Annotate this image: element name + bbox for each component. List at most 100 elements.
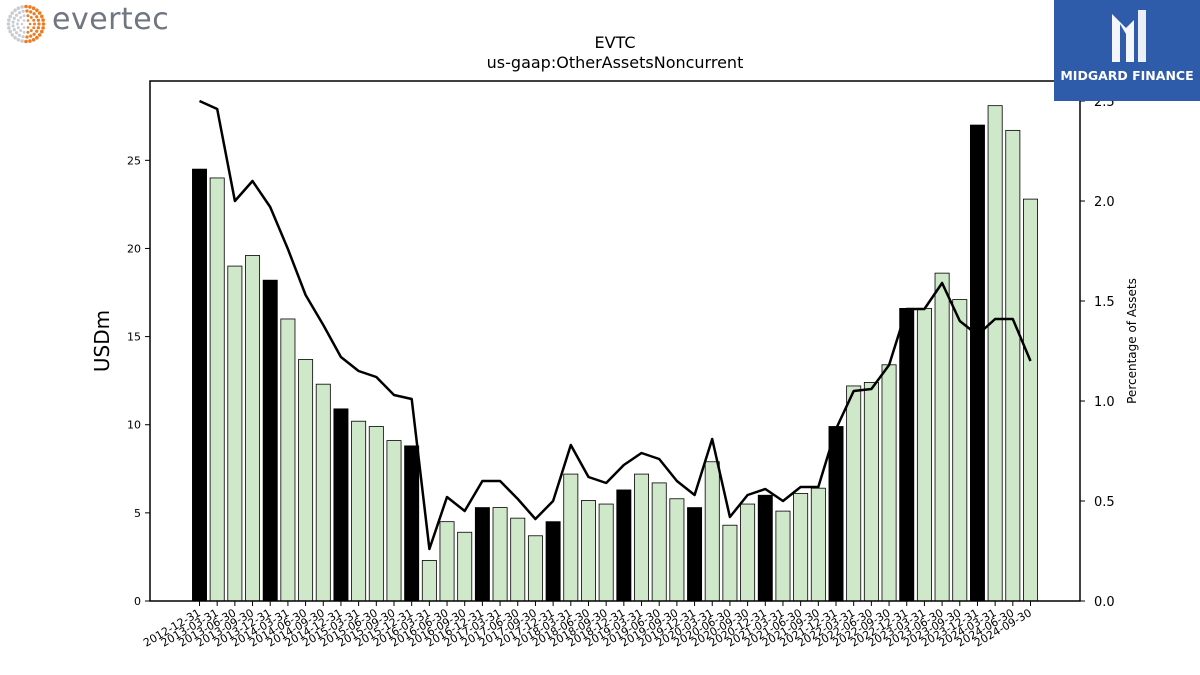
logo-dot (32, 12, 36, 16)
logo-dot (24, 4, 28, 9)
logo-dot (10, 33, 15, 37)
bar-2012-12-31 (192, 168, 207, 602)
logo-dot (12, 27, 16, 32)
logo-dot (6, 22, 11, 26)
bar-2024-03-31 (987, 105, 1003, 602)
bar-2018-03-31 (563, 473, 579, 602)
logo-dot (8, 14, 12, 19)
logo-dot (13, 8, 17, 13)
logo-dot (35, 29, 39, 33)
logo-dot (25, 9, 29, 13)
logo-dot (16, 26, 20, 30)
logo-dot (29, 34, 33, 38)
bar-2013-12-31 (262, 279, 278, 602)
bar-2017-12-31 (545, 521, 561, 602)
bar-2021-09-30 (810, 487, 826, 602)
bar-2014-03-31 (280, 318, 296, 602)
bar-2015-06-30 (368, 426, 384, 602)
bar-2020-12-31 (757, 494, 773, 602)
bar-2024-09-30 (1023, 198, 1038, 602)
bar-2015-09-30 (386, 440, 402, 602)
bar-2023-03-31 (916, 307, 932, 602)
logo-dot (11, 20, 15, 24)
logo-dot (16, 38, 21, 42)
logo-dot (13, 35, 17, 40)
bar-2013-06-30 (227, 265, 243, 602)
bar-2016-09-30 (457, 531, 473, 602)
bar-2014-06-30 (298, 359, 314, 602)
bar-2014-09-30 (315, 383, 331, 602)
y2-axis-label: Percentage of Assets (1125, 278, 1139, 404)
logo-dot (28, 5, 32, 9)
bar-2022-03-31 (846, 385, 862, 602)
logo-dot (7, 26, 11, 30)
logo-dot (35, 8, 39, 13)
bar-2019-03-31 (634, 473, 649, 602)
logo-dot (41, 18, 45, 22)
logo-dot (26, 19, 30, 22)
bar-2014-12-31 (333, 408, 349, 602)
logo-dot (14, 13, 19, 17)
logo-dot (20, 5, 24, 9)
logo-dot (41, 26, 45, 30)
y2-tick-label: 1.0 (1094, 395, 1115, 410)
logo-dot (41, 22, 46, 26)
midgard-finance-text: MIDGARD FINANCE (1060, 68, 1194, 83)
logo-dot (22, 30, 26, 34)
bar-2016-12-31 (474, 507, 490, 602)
bar-2019-12-31 (687, 507, 703, 602)
logo-dot (12, 16, 16, 21)
logo-dot (25, 35, 29, 39)
logo-dot (11, 24, 15, 28)
y2-tick-label: 0.5 (1094, 495, 1115, 510)
logo-dot (37, 22, 41, 26)
logo-dot (16, 22, 19, 26)
chart-title: EVTC (594, 33, 635, 52)
logo-dot (31, 38, 36, 42)
logo-dot (26, 26, 30, 29)
logo-dot (32, 32, 36, 36)
y2-tick-label: 2.0 (1094, 195, 1115, 210)
y-tick-label: 5 (134, 507, 141, 520)
bar-2013-03-31 (209, 177, 225, 602)
y-tick-label: 25 (127, 154, 141, 167)
logo-dot (29, 10, 33, 14)
bar-2013-09-30 (245, 255, 261, 602)
bar-2021-12-31 (828, 426, 844, 602)
y2-tick-label: 1.5 (1094, 295, 1115, 310)
y-tick-label: 15 (127, 331, 141, 344)
plot-frame (149, 80, 1081, 602)
logo-dot (7, 18, 11, 22)
logo-dot (35, 15, 39, 19)
logo-dot (26, 14, 30, 18)
logo-dot (17, 11, 22, 15)
logo-dot (36, 26, 41, 30)
logo-dot (36, 18, 41, 22)
logo-dot (19, 29, 23, 33)
bar-2021-03-31 (775, 510, 791, 602)
evertec-logo: evertec (4, 2, 194, 44)
bar-2019-09-30 (669, 498, 685, 602)
chart-subtitle: us-gaap:OtherAssetsNoncurrent (487, 53, 744, 72)
logo-dot (17, 33, 22, 37)
logo-dot (37, 33, 42, 37)
midgard-finance-logo: MIDGARD FINANCE (1054, 0, 1200, 101)
bar-2021-06-30 (793, 493, 809, 602)
logo-dot (21, 35, 25, 39)
logo-dot (24, 39, 28, 44)
logo-dot (29, 29, 33, 33)
bar-2020-06-30 (722, 524, 738, 602)
logo-dot (35, 35, 39, 40)
percentage-line (198, 99, 1032, 551)
left-axis: 0 5 10 15 20 25 (127, 154, 150, 608)
bar-2024-06-30 (1005, 129, 1021, 602)
bar-2019-06-30 (651, 482, 667, 602)
logo-dot (40, 14, 44, 19)
logo-dot (32, 18, 36, 22)
logo-dot (40, 29, 44, 34)
logo-dot (22, 19, 26, 22)
logo-dot (32, 26, 36, 30)
evertec-dots-icon (6, 4, 46, 44)
bar-2017-06-30 (510, 517, 526, 602)
